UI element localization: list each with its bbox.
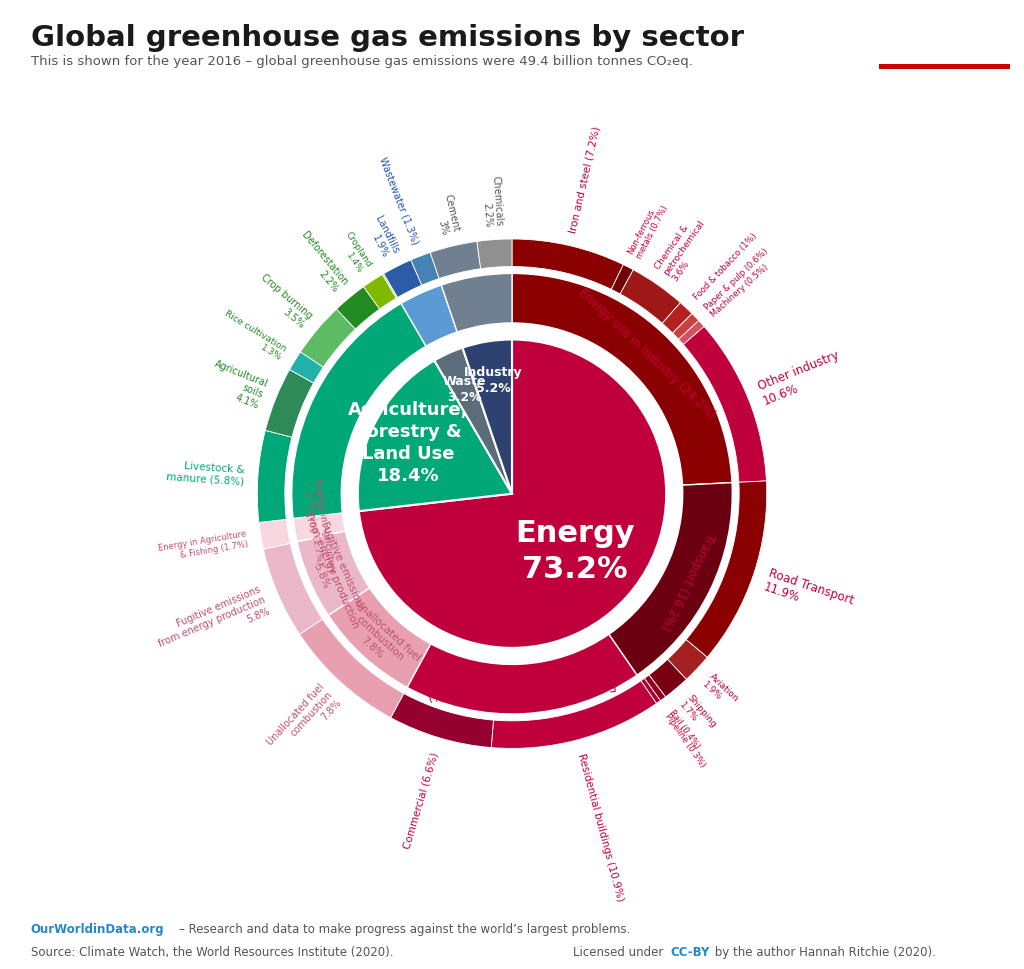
Text: Our World: Our World — [904, 21, 984, 35]
Wedge shape — [293, 514, 345, 543]
Wedge shape — [609, 484, 732, 675]
Text: Chemicals
2.2%: Chemicals 2.2% — [479, 175, 504, 228]
Wedge shape — [477, 239, 512, 269]
Text: Energy use in buildings (17.5%): Energy use in buildings (17.5%) — [428, 677, 616, 701]
Wedge shape — [364, 275, 396, 310]
Text: Landfills
1.9%: Landfills 1.9% — [362, 214, 400, 260]
Text: This is shown for the year 2016 – global greenhouse gas emissions were 49.4 bill: This is shown for the year 2016 – global… — [31, 55, 692, 68]
Wedge shape — [290, 353, 324, 384]
Wedge shape — [337, 288, 380, 329]
Text: Rice cultivation
1.3%: Rice cultivation 1.3% — [218, 309, 288, 362]
Text: Shipping
1.7%: Shipping 1.7% — [678, 693, 718, 735]
Wedge shape — [300, 619, 403, 718]
Bar — [879, 65, 1010, 70]
Wedge shape — [408, 635, 637, 714]
Wedge shape — [358, 340, 667, 648]
Text: Energy
73.2%: Energy 73.2% — [515, 518, 635, 583]
Wedge shape — [382, 274, 397, 298]
Text: Commercial (6.6%): Commercial (6.6%) — [402, 750, 440, 849]
Text: Fugitive emissions
from energy production
5.8%: Fugitive emissions from energy productio… — [293, 508, 372, 634]
Text: Agriculture,
Forestry &
Land Use
18.4%: Agriculture, Forestry & Land Use 18.4% — [348, 400, 469, 484]
Text: Rail (0.4%): Rail (0.4%) — [668, 707, 702, 750]
Wedge shape — [441, 274, 512, 332]
Text: OurWorldinData.org: OurWorldinData.org — [31, 922, 164, 935]
Text: Source: Climate Watch, the World Resources Institute (2020).: Source: Climate Watch, the World Resourc… — [31, 945, 393, 957]
Wedge shape — [263, 544, 323, 635]
Text: Crop burning
3.5%: Crop burning 3.5% — [251, 272, 313, 329]
Text: Residential buildings (10.9%): Residential buildings (10.9%) — [577, 752, 626, 902]
Wedge shape — [357, 361, 512, 512]
Wedge shape — [668, 640, 708, 679]
Wedge shape — [683, 328, 766, 483]
Wedge shape — [434, 348, 512, 494]
Wedge shape — [391, 694, 494, 748]
Wedge shape — [257, 431, 292, 523]
Text: Cement
3%: Cement 3% — [431, 194, 461, 235]
Text: Energy in Agriculture
& Fishing (1.7%): Energy in Agriculture & Fishing (1.7%) — [158, 529, 249, 563]
Text: Deforestation
2.2%: Deforestation 2.2% — [290, 230, 349, 295]
Text: Road Transport
11.9%: Road Transport 11.9% — [762, 566, 855, 621]
Wedge shape — [663, 303, 692, 333]
Wedge shape — [292, 304, 426, 519]
Wedge shape — [297, 531, 370, 615]
Wedge shape — [492, 681, 656, 749]
Text: Industry
5.2%: Industry 5.2% — [464, 365, 522, 394]
Text: Agricultural
soils
4.1%: Agricultural soils 4.1% — [204, 359, 269, 410]
Text: Chemical &
petrochemical
3.6%: Chemical & petrochemical 3.6% — [653, 212, 715, 283]
Wedge shape — [259, 519, 290, 549]
Wedge shape — [512, 239, 624, 290]
Text: Pipeline (0.3%): Pipeline (0.3%) — [663, 711, 707, 768]
Text: Energy use in Industry (24.2%): Energy use in Industry (24.2%) — [575, 285, 718, 421]
Text: CC-BY: CC-BY — [671, 945, 710, 957]
Wedge shape — [611, 266, 633, 295]
Text: by the author Hannah Ritchie (2020).: by the author Hannah Ritchie (2020). — [711, 945, 936, 957]
Wedge shape — [265, 370, 313, 438]
Text: Unallocated fuel
combustion
7.8%: Unallocated fuel combustion 7.8% — [337, 597, 423, 679]
Wedge shape — [673, 314, 698, 340]
Wedge shape — [644, 675, 666, 701]
Wedge shape — [512, 274, 732, 485]
Text: Machinery (0.5%): Machinery (0.5%) — [709, 262, 770, 318]
Text: Iron and steel (7.2%): Iron and steel (7.2%) — [567, 125, 602, 234]
Wedge shape — [329, 588, 431, 688]
Text: Other industry
10.6%: Other industry 10.6% — [756, 349, 846, 407]
Text: Wastewater (1.3%): Wastewater (1.3%) — [378, 155, 420, 246]
Wedge shape — [463, 340, 512, 494]
Wedge shape — [649, 660, 686, 697]
Text: – Research and data to make progress against the world’s largest problems.: – Research and data to make progress aga… — [179, 922, 631, 935]
Text: Energy in Agriculture
& Fishing (1.7%): Energy in Agriculture & Fishing (1.7%) — [302, 478, 337, 576]
Text: Licensed under: Licensed under — [573, 945, 668, 957]
Wedge shape — [430, 242, 480, 279]
Wedge shape — [641, 678, 660, 703]
Wedge shape — [686, 482, 767, 658]
Text: Aviation
1.9%: Aviation 1.9% — [700, 672, 740, 710]
Text: Unallocated fuel
combustion
7.8%: Unallocated fuel combustion 7.8% — [264, 681, 343, 762]
Text: in Data: in Data — [915, 46, 973, 59]
Wedge shape — [384, 261, 422, 298]
Text: Paper & pulp (0.6%): Paper & pulp (0.6%) — [702, 246, 769, 311]
Text: Global greenhouse gas emissions by sector: Global greenhouse gas emissions by secto… — [31, 24, 743, 52]
Text: Waste
3.2%: Waste 3.2% — [442, 375, 485, 403]
Text: Transport (16.2%): Transport (16.2%) — [658, 530, 717, 631]
Wedge shape — [300, 310, 355, 368]
Wedge shape — [401, 286, 457, 347]
Wedge shape — [411, 253, 439, 286]
Text: Food & tobacco (1%): Food & tobacco (1%) — [692, 232, 759, 301]
Text: Non-ferrous
metals (0.7%): Non-ferrous metals (0.7%) — [626, 199, 670, 260]
Text: Livestock &
manure (5.8%): Livestock & manure (5.8%) — [166, 459, 245, 486]
Text: Fugitive emissions
from energy production
5.8%: Fugitive emissions from energy productio… — [153, 584, 271, 660]
Text: Cropland
1.4%: Cropland 1.4% — [335, 231, 374, 275]
Wedge shape — [679, 321, 705, 345]
Wedge shape — [621, 270, 680, 324]
